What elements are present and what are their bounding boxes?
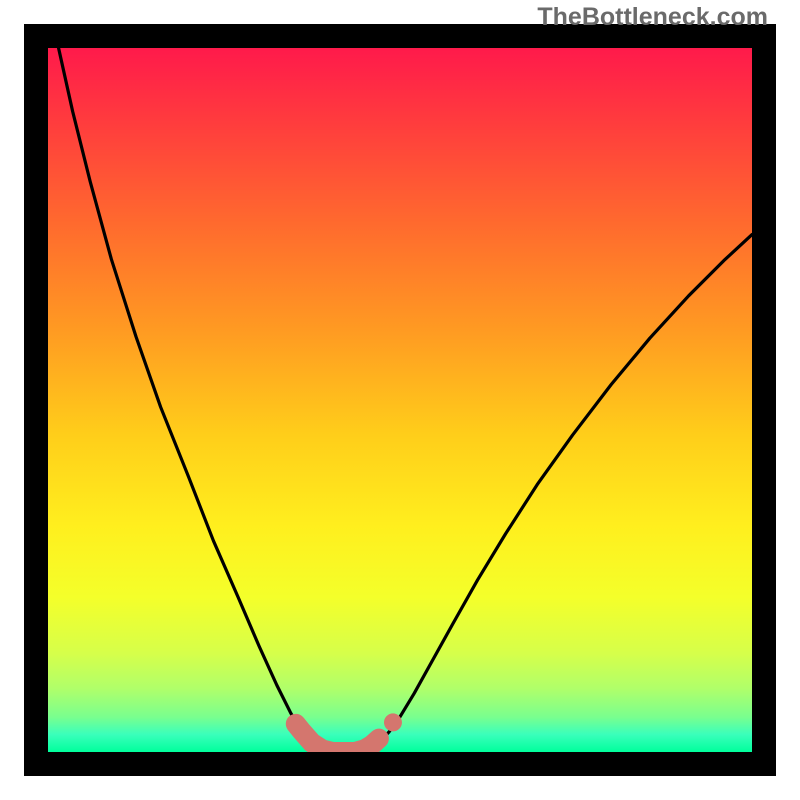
plot-background [48,48,752,752]
watermark-source: TheBottleneck.com [537,3,768,32]
optimal-range-end-dot [384,713,402,731]
bottleneck-plot [0,0,800,800]
